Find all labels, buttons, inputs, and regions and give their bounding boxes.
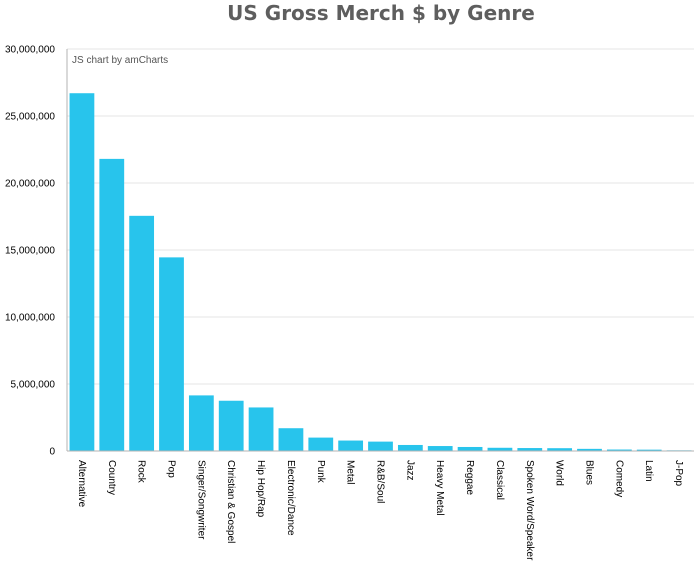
axes bbox=[66, 49, 694, 452]
x-tick-label: Classical bbox=[494, 460, 505, 500]
y-tick-label: 10,000,000 bbox=[5, 313, 55, 324]
y-tick-label: 5,000,000 bbox=[11, 380, 56, 391]
chart-credit-link[interactable]: JS chart by amCharts bbox=[72, 55, 168, 66]
x-tick-label: Heavy Metal bbox=[434, 460, 445, 516]
bar[interactable] bbox=[368, 441, 393, 451]
bar[interactable] bbox=[278, 428, 304, 451]
x-tick-label: Comedy bbox=[613, 460, 624, 497]
bar[interactable] bbox=[308, 437, 334, 451]
bar[interactable] bbox=[248, 407, 274, 451]
x-tick-label: Reggae bbox=[464, 460, 475, 495]
bar[interactable] bbox=[159, 257, 184, 451]
x-tick-label: Pop bbox=[166, 460, 177, 478]
bar[interactable] bbox=[457, 446, 483, 451]
bar[interactable] bbox=[218, 400, 244, 451]
x-tick-label: Metal bbox=[345, 460, 356, 484]
x-tick-label: Punk bbox=[315, 460, 326, 484]
bar[interactable] bbox=[606, 449, 632, 451]
bar[interactable] bbox=[69, 93, 95, 451]
x-tick-label: Latin bbox=[643, 460, 654, 482]
bar[interactable] bbox=[99, 158, 125, 451]
bar[interactable] bbox=[397, 444, 423, 451]
bar[interactable] bbox=[547, 448, 573, 451]
bar[interactable] bbox=[427, 446, 453, 451]
y-tick-label: 25,000,000 bbox=[5, 112, 55, 123]
x-tick-label: Electronic/Dance bbox=[285, 460, 296, 536]
bar[interactable] bbox=[577, 448, 602, 451]
x-tick-label: Hip Hop/Rap bbox=[255, 460, 266, 518]
bar[interactable] bbox=[188, 395, 214, 451]
bar[interactable] bbox=[517, 448, 543, 451]
bar[interactable] bbox=[129, 215, 155, 451]
x-tick-label: Rock bbox=[136, 460, 147, 484]
x-tick-label: R&B/Soul bbox=[375, 460, 386, 503]
x-tick-label: J-Pop bbox=[673, 460, 684, 487]
x-axis-tick-labels: Alternative Country Rock Pop Singer/Songwrit… bbox=[76, 460, 684, 561]
x-tick-label: Alternative bbox=[76, 460, 87, 508]
bars bbox=[69, 93, 692, 452]
x-tick-label: Christian & Gospel bbox=[225, 460, 236, 543]
y-tick-label: 30,000,000 bbox=[5, 45, 55, 56]
x-tick-label: Singer/Songwriter bbox=[195, 460, 206, 540]
bar[interactable] bbox=[636, 449, 662, 451]
bar[interactable] bbox=[487, 447, 513, 451]
chart-title: US Gross Merch $ by Genre bbox=[227, 1, 535, 25]
y-tick-label: 15,000,000 bbox=[5, 246, 55, 257]
y-tick-label: 20,000,000 bbox=[5, 179, 55, 190]
bar[interactable] bbox=[338, 440, 364, 451]
x-tick-label: Spoken Word/Speaker bbox=[524, 460, 535, 561]
x-tick-label: World bbox=[554, 460, 565, 486]
x-tick-label: Jazz bbox=[404, 460, 415, 481]
x-tick-label: Blues bbox=[584, 460, 595, 485]
y-tick-label: 0 bbox=[49, 447, 55, 458]
x-tick-label: Country bbox=[106, 460, 117, 495]
y-axis-tick-labels: 0 5,000,000 10,000,000 15,000,000 20,000,000… bbox=[5, 45, 56, 458]
